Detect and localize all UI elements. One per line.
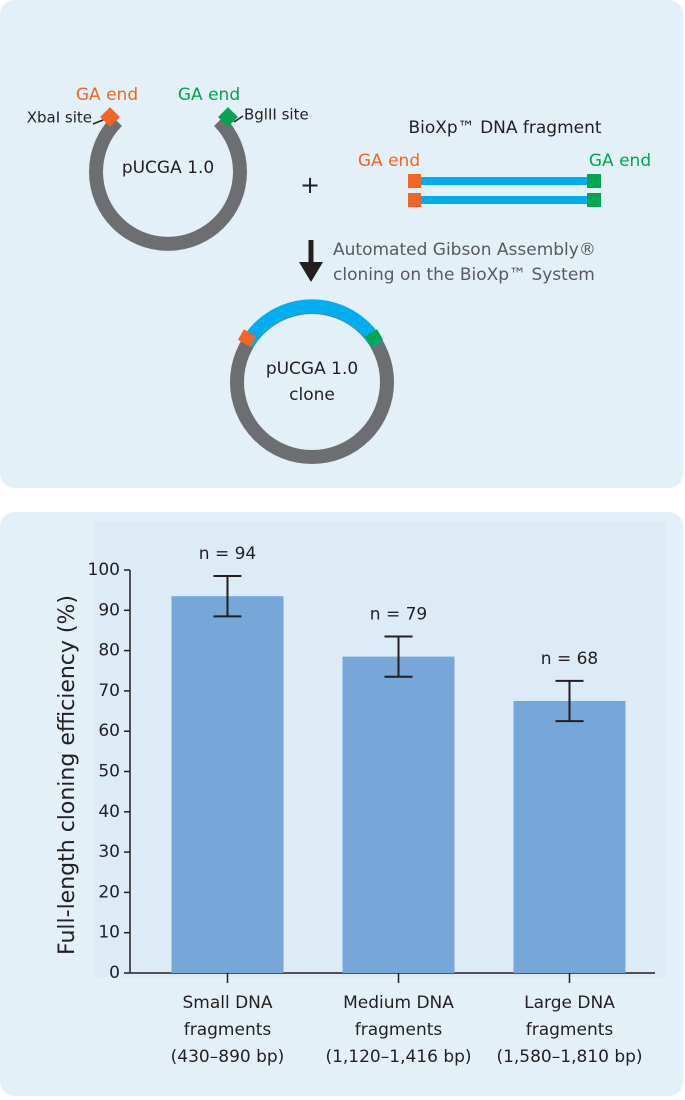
y-tick-label: 10 (98, 923, 120, 943)
x-tick-label: (1,120–1,416 bp) (325, 1047, 471, 1067)
arrow-head (299, 262, 323, 282)
ga-end-label: GA end (589, 151, 651, 171)
ga-end-label: GA end (76, 85, 138, 105)
vector-end-left (100, 107, 120, 127)
y-axis-label: Full-length cloning efficiency (%) (55, 595, 80, 955)
x-tick-label: fragments (526, 1020, 614, 1040)
site-label: XbaI site (27, 109, 92, 127)
sample-size-label: n = 68 (541, 649, 598, 669)
diagram-panel (0, 0, 683, 488)
site-label: BglII site (244, 106, 309, 124)
y-tick-label: 60 (98, 721, 120, 741)
vector-name: pUCGA 1.0 (122, 158, 214, 178)
x-tick-label: Medium DNA (343, 993, 454, 1013)
x-tick-label: (430–890 bp) (171, 1047, 285, 1067)
vector-end-right (218, 107, 238, 127)
x-tick-label: fragments (184, 1020, 272, 1040)
clone-junction (237, 329, 257, 347)
clone-insert (240, 299, 384, 348)
plus: + (300, 171, 320, 199)
xbai-pointer (92, 119, 104, 125)
ga-end-label: GA end (358, 151, 420, 171)
y-tick-label: 20 (98, 882, 120, 902)
x-tick-label: Large DNA (524, 993, 615, 1013)
bar (513, 700, 626, 973)
y-tick-label: 40 (98, 802, 120, 822)
dna-strand (415, 177, 590, 185)
bar (342, 656, 455, 973)
fragment-end (408, 174, 421, 188)
y-tick-label: 80 (98, 641, 120, 661)
fragment-title: BioXp™ DNA fragment (408, 118, 601, 138)
x-tick-label: fragments (355, 1020, 443, 1040)
clone-name: pUCGA 1.0 (266, 359, 358, 379)
x-tick-label: Small DNA (182, 993, 272, 1013)
bglii-pointer (233, 115, 244, 123)
clone-junction (364, 329, 384, 347)
fragment-end (587, 174, 601, 188)
y-tick-label: 100 (88, 560, 120, 580)
y-tick-label: 50 (98, 762, 120, 782)
fragment-end (408, 193, 421, 207)
ga-end-label: GA end (178, 85, 240, 105)
y-tick-label: 30 (98, 842, 120, 862)
vector-backbone (89, 116, 247, 251)
step-text: cloning on the BioXp™ System (333, 265, 595, 285)
y-tick-label: 0 (109, 963, 120, 983)
bar (171, 596, 284, 973)
y-tick-label: 90 (98, 600, 120, 620)
sample-size-label: n = 79 (370, 604, 427, 624)
dna-strand (415, 196, 590, 204)
sample-size-label: n = 94 (199, 544, 256, 564)
x-tick-label: (1,580–1,810 bp) (496, 1047, 642, 1067)
step-text: Automated Gibson Assembly® (333, 240, 596, 260)
clone-name: clone (289, 385, 335, 405)
y-tick-label: 70 (98, 681, 120, 701)
fragment-end (587, 193, 601, 207)
